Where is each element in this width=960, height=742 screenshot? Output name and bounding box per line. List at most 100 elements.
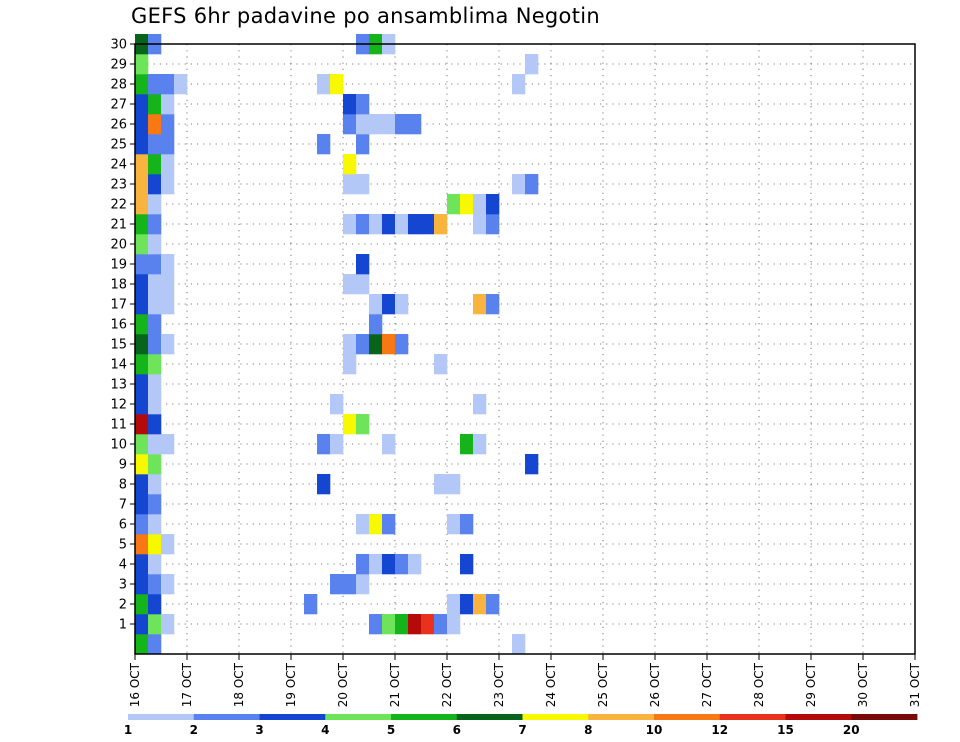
heatmap-cell xyxy=(356,514,370,535)
y-tick-label: 18 xyxy=(110,278,127,293)
y-tick-label: 2 xyxy=(119,598,127,613)
heatmap-cell xyxy=(317,434,331,455)
heatmap-cell xyxy=(343,154,357,175)
heatmap-cell xyxy=(460,434,474,455)
x-tick-label: 22 OCT xyxy=(440,662,454,707)
legend-swatch xyxy=(128,714,195,720)
heatmap-cell xyxy=(447,474,461,495)
heatmap-cell xyxy=(343,574,357,595)
heatmap-cells xyxy=(135,34,539,655)
heatmap-cell xyxy=(135,254,149,275)
y-tick-label: 17 xyxy=(110,298,127,313)
heatmap-cell xyxy=(135,274,149,295)
heatmap-cell xyxy=(148,74,162,95)
heatmap-cell xyxy=(434,354,448,375)
heatmap-cell xyxy=(148,634,162,655)
y-tick-label: 28 xyxy=(110,78,127,93)
heatmap-cell xyxy=(148,494,162,515)
heatmap-cell xyxy=(161,334,175,355)
x-tick-label: 27 OCT xyxy=(700,662,714,707)
heatmap-cell xyxy=(473,594,487,615)
heatmap-cell xyxy=(161,274,175,295)
legend-swatch xyxy=(325,714,392,720)
heatmap-cell xyxy=(135,514,149,535)
heatmap-cell xyxy=(382,114,396,135)
x-tick-label: 20 OCT xyxy=(336,662,350,707)
heatmap-cell xyxy=(395,114,409,135)
heatmap-cell xyxy=(525,174,539,195)
heatmap-cell xyxy=(148,454,162,475)
y-tick-label: 25 xyxy=(110,138,127,153)
heatmap-cell xyxy=(135,554,149,575)
heatmap-cell xyxy=(382,434,396,455)
legend-label: 2 xyxy=(190,723,198,737)
y-tick-label: 7 xyxy=(119,498,127,513)
heatmap-cell xyxy=(434,214,448,235)
heatmap-cell xyxy=(161,254,175,275)
legend-swatch xyxy=(851,714,918,720)
heatmap-cell xyxy=(525,454,539,475)
x-tick-label: 17 OCT xyxy=(180,662,194,707)
plot-frame xyxy=(134,43,916,655)
y-tick-label: 27 xyxy=(110,98,127,113)
heatmap-cell xyxy=(330,574,344,595)
heatmap-cell xyxy=(356,574,370,595)
x-tick-label: 23 OCT xyxy=(492,662,506,707)
heatmap-cell xyxy=(447,514,461,535)
legend-swatch xyxy=(391,714,458,720)
heatmap-cell xyxy=(135,294,149,315)
y-tick-label: 8 xyxy=(119,478,127,493)
y-tick-label: 30 xyxy=(110,38,127,53)
heatmap-cell xyxy=(317,74,331,95)
heatmap-cell xyxy=(174,74,188,95)
x-axis-ticks: 16 OCT 17 OCT 18 OCT 19 OCT 20 OCT 21 OCT 22 O… xyxy=(128,654,922,707)
heatmap-cell xyxy=(434,614,448,635)
heatmap-cell xyxy=(486,194,500,215)
heatmap-cell xyxy=(408,114,422,135)
legend-label: 15 xyxy=(777,723,794,737)
grid-lines xyxy=(135,43,915,654)
heatmap-cell xyxy=(382,614,396,635)
heatmap-cell xyxy=(148,414,162,435)
heatmap-cell xyxy=(473,214,487,235)
heatmap-cell xyxy=(395,554,409,575)
heatmap-cell xyxy=(408,614,422,635)
color-legend: 1 2 3 4 5 6 7 8 10 12 15 20 xyxy=(124,714,918,737)
heatmap-cell xyxy=(356,414,370,435)
heatmap-cell xyxy=(148,194,162,215)
heatmap-cell xyxy=(369,554,383,575)
y-tick-label: 10 xyxy=(110,438,127,453)
heatmap-cell xyxy=(161,434,175,455)
heatmap-cell xyxy=(434,474,448,495)
y-tick-label: 13 xyxy=(110,378,127,393)
y-tick-label: 15 xyxy=(110,338,127,353)
heatmap-cell xyxy=(135,394,149,415)
x-tick-label: 19 OCT xyxy=(284,662,298,707)
heatmap-cell xyxy=(395,214,409,235)
legend-label: 1 xyxy=(124,723,132,737)
legend-label: 7 xyxy=(518,723,526,737)
heatmap-cell xyxy=(356,254,370,275)
heatmap-cell xyxy=(512,634,526,655)
y-tick-label: 14 xyxy=(110,358,127,373)
heatmap-cell xyxy=(148,614,162,635)
y-tick-label: 6 xyxy=(119,518,127,533)
heatmap-cell xyxy=(343,174,357,195)
x-tick-label: 29 OCT xyxy=(804,662,818,707)
heatmap-cell xyxy=(148,114,162,135)
heatmap-cell xyxy=(135,174,149,195)
heatmap-cell xyxy=(148,134,162,155)
heatmap-cell xyxy=(135,354,149,375)
heatmap-cell xyxy=(148,174,162,195)
heatmap-cell xyxy=(473,434,487,455)
heatmap-cell xyxy=(148,254,162,275)
heatmap-cell xyxy=(135,534,149,555)
x-tick-label: 26 OCT xyxy=(648,662,662,707)
heatmap-cell xyxy=(148,574,162,595)
heatmap-cell xyxy=(148,434,162,455)
heatmap-cell xyxy=(395,294,409,315)
heatmap-cell xyxy=(161,534,175,555)
heatmap-cell xyxy=(343,214,357,235)
legend-label: 8 xyxy=(584,723,592,737)
heatmap-cell xyxy=(148,94,162,115)
